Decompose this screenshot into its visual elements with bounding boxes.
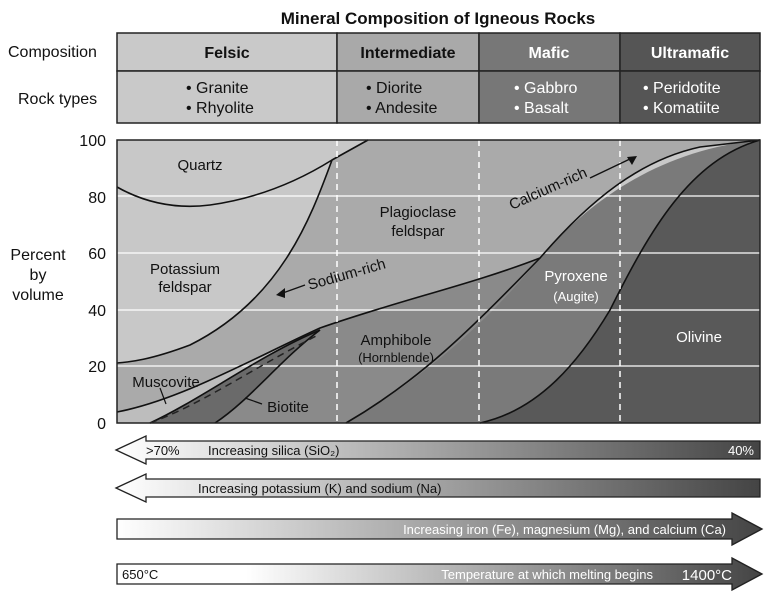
rock-mafic-1: • Gabbro bbox=[514, 80, 578, 97]
label-biotite: Biotite bbox=[267, 399, 309, 416]
y-tick-40: 40 bbox=[88, 303, 106, 320]
silica-right-value: 40% bbox=[728, 443, 754, 458]
muscovite-pointer bbox=[159, 387, 167, 405]
column-header-mafic: Mafic bbox=[529, 45, 570, 62]
potassium-sodium-label: Increasing potassium (K) and sodium (Na) bbox=[198, 481, 442, 496]
y-tick-20: 20 bbox=[88, 359, 106, 376]
biotite-boundary bbox=[214, 329, 321, 424]
rocks-cell-mafic bbox=[478, 70, 621, 124]
diagram-title: Mineral Composition of Igneous Rocks bbox=[281, 9, 596, 28]
region-plagioclase-upper bbox=[117, 140, 760, 412]
rock-ultramafic-2: • Komatiite bbox=[643, 100, 720, 117]
region-muscovite bbox=[117, 328, 320, 423]
column-separators bbox=[336, 140, 621, 423]
region-biotite bbox=[150, 330, 320, 423]
column-header-intermediate: Intermediate bbox=[360, 45, 455, 62]
calcium-rich-arrowhead bbox=[627, 156, 637, 165]
label-plagioclase-1: Plagioclase bbox=[380, 204, 457, 221]
plagioclase-lower-boundary bbox=[116, 139, 761, 413]
y-axis-label-line-2: by bbox=[30, 267, 47, 284]
label-pyroxene-sub: (Augite) bbox=[553, 289, 599, 304]
label-pyroxene: Pyroxene bbox=[544, 268, 607, 285]
rock-intermediate-2: • Andesite bbox=[366, 100, 438, 117]
silica-label: Increasing silica (SiO₂) bbox=[208, 443, 339, 458]
muscovite-boundary bbox=[149, 329, 321, 424]
quartz-boundary bbox=[116, 139, 369, 208]
iron-magnesium-calcium-label: Increasing iron (Fe), magnesium (Mg), an… bbox=[403, 522, 726, 537]
column-header-ultramafic: Ultramafic bbox=[651, 45, 729, 62]
temperature-right-value: 1400°C bbox=[682, 567, 732, 584]
header-cell-ultramafic bbox=[619, 32, 761, 72]
iron-magnesium-calcium-arrow bbox=[116, 511, 764, 547]
label-amphibole: Amphibole bbox=[361, 332, 432, 349]
y-tick-80: 80 bbox=[88, 190, 106, 207]
header-cell-intermediate bbox=[336, 32, 480, 72]
trend-arrows: >70% Increasing silica (SiO₂) 40% Increa… bbox=[114, 434, 764, 592]
column-header-felsic: Felsic bbox=[204, 45, 249, 62]
label-muscovite: Muscovite bbox=[132, 374, 200, 391]
y-axis-label-line-3: volume bbox=[12, 287, 64, 304]
label-olivine: Olivine bbox=[676, 329, 722, 346]
muscovite-biotite-dashed-line bbox=[149, 334, 319, 424]
biotite-pointer bbox=[244, 397, 263, 405]
label-quartz: Quartz bbox=[177, 157, 222, 174]
y-tick-60: 60 bbox=[88, 246, 106, 263]
rock-felsic-1: • Granite bbox=[186, 80, 249, 97]
silica-left-value: >70% bbox=[146, 443, 180, 458]
rocks-cell-intermediate bbox=[336, 70, 480, 124]
header-cell-felsic bbox=[116, 32, 338, 72]
label-amphibole-sub: (Hornblende) bbox=[358, 350, 434, 365]
mineral-plot: Quartz Potassium feldspar Plagioclase fe… bbox=[116, 139, 761, 424]
label-potassium-feldspar-1: Potassium bbox=[150, 261, 220, 278]
mineral-boundaries bbox=[116, 139, 761, 424]
silica-arrow bbox=[114, 434, 761, 466]
row-label-composition: Composition bbox=[8, 44, 97, 61]
sodium-rich-arrowhead bbox=[276, 288, 285, 298]
y-tick-0: 0 bbox=[97, 416, 106, 433]
rock-felsic-2: • Rhyolite bbox=[186, 100, 254, 117]
y-tick-100: 100 bbox=[79, 133, 106, 150]
potassium-feldspar-boundary bbox=[116, 159, 333, 364]
region-pyroxene bbox=[346, 140, 760, 423]
temperature-label: Temperature at which melting begins bbox=[441, 567, 653, 582]
amphibole-boundary bbox=[345, 257, 541, 424]
potassium-sodium-arrow bbox=[114, 472, 761, 504]
y-axis-label-line-1: Percent bbox=[10, 247, 66, 264]
rocks-cell-felsic bbox=[116, 70, 338, 124]
row-label-rock-types: Rock types bbox=[18, 91, 97, 108]
rock-ultramafic-1: • Peridotite bbox=[643, 80, 721, 97]
temperature-left-value: 650°C bbox=[122, 567, 158, 582]
plot-frame bbox=[116, 139, 761, 424]
temperature-arrow bbox=[116, 556, 764, 592]
pyroxene-boundary bbox=[479, 139, 761, 424]
label-potassium-feldspar-2: feldspar bbox=[158, 279, 211, 296]
composition-table: Composition Rock types Felsic Intermedia… bbox=[8, 32, 761, 124]
rock-mafic-2: • Basalt bbox=[514, 100, 569, 117]
y-axis: Percent by volume 100 80 60 40 20 0 bbox=[10, 133, 106, 433]
region-olivine bbox=[480, 140, 760, 423]
label-plagioclase-2: feldspar bbox=[391, 223, 444, 240]
rock-intermediate-1: • Diorite bbox=[366, 80, 422, 97]
gridlines bbox=[117, 195, 760, 367]
rocks-cell-ultramafic bbox=[619, 70, 761, 124]
calcium-rich-arrow bbox=[589, 157, 633, 179]
